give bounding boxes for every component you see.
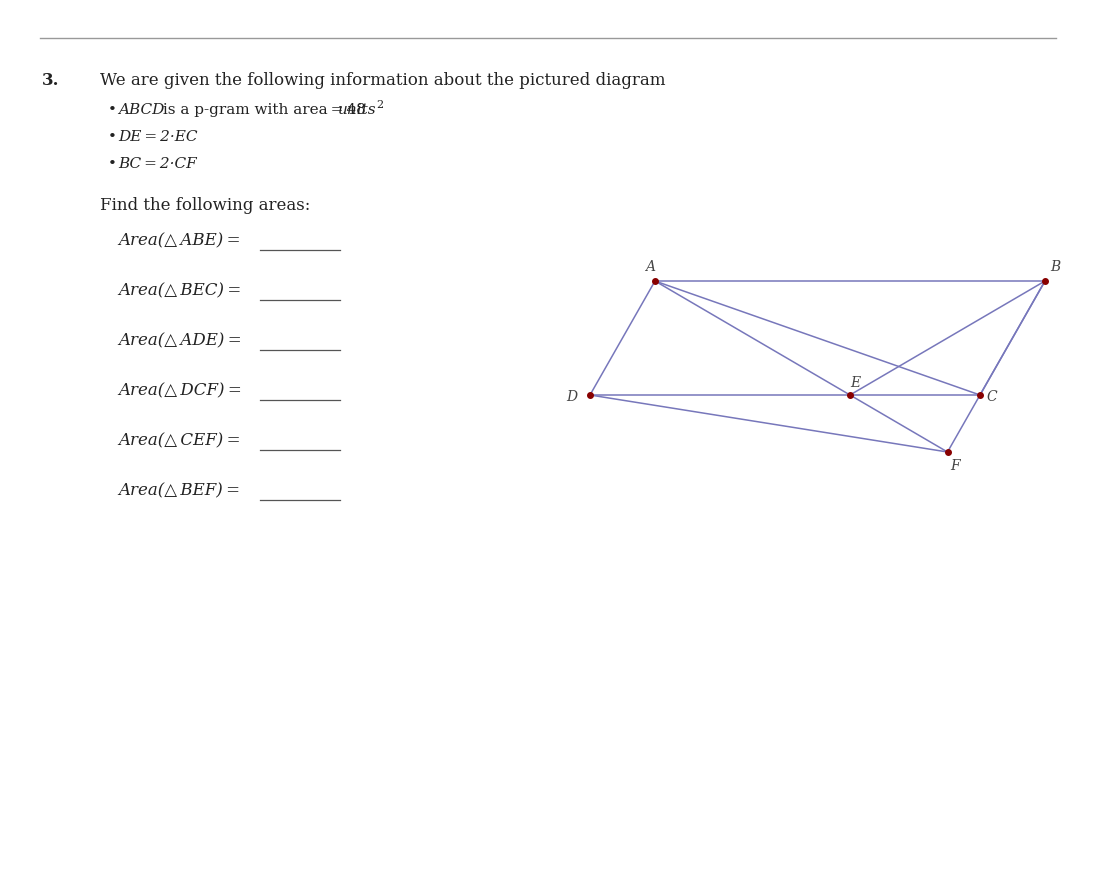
- Text: Area(△ ABE) =: Area(△ ABE) =: [118, 232, 240, 249]
- Text: B: B: [1050, 260, 1060, 274]
- Text: 3.: 3.: [42, 72, 59, 89]
- Text: F: F: [950, 459, 960, 473]
- Text: C: C: [986, 390, 997, 404]
- Text: BC = 2·CF: BC = 2·CF: [118, 157, 197, 171]
- Text: Area(△ CEF) =: Area(△ CEF) =: [118, 432, 240, 449]
- Text: Area(△ DCF) =: Area(△ DCF) =: [118, 382, 242, 399]
- Text: Find the following areas:: Find the following areas:: [100, 197, 310, 214]
- Text: units: units: [338, 103, 377, 117]
- Text: •: •: [109, 157, 117, 171]
- Text: D: D: [567, 390, 578, 404]
- Text: is a p-gram with area = 48: is a p-gram with area = 48: [158, 103, 368, 117]
- Text: Area(△ ADE) =: Area(△ ADE) =: [118, 332, 241, 349]
- Text: •: •: [109, 103, 117, 117]
- Text: A: A: [646, 260, 655, 274]
- Text: ABCD: ABCD: [118, 103, 164, 117]
- Text: Area(△ BEF) =: Area(△ BEF) =: [118, 482, 240, 499]
- Text: E: E: [849, 376, 860, 390]
- Text: •: •: [109, 130, 117, 144]
- Text: Area(△ BEC) =: Area(△ BEC) =: [118, 282, 241, 299]
- Text: 2: 2: [376, 100, 384, 110]
- Text: DE = 2·EC: DE = 2·EC: [118, 130, 197, 144]
- Text: We are given the following information about the pictured diagram: We are given the following information a…: [100, 72, 665, 89]
